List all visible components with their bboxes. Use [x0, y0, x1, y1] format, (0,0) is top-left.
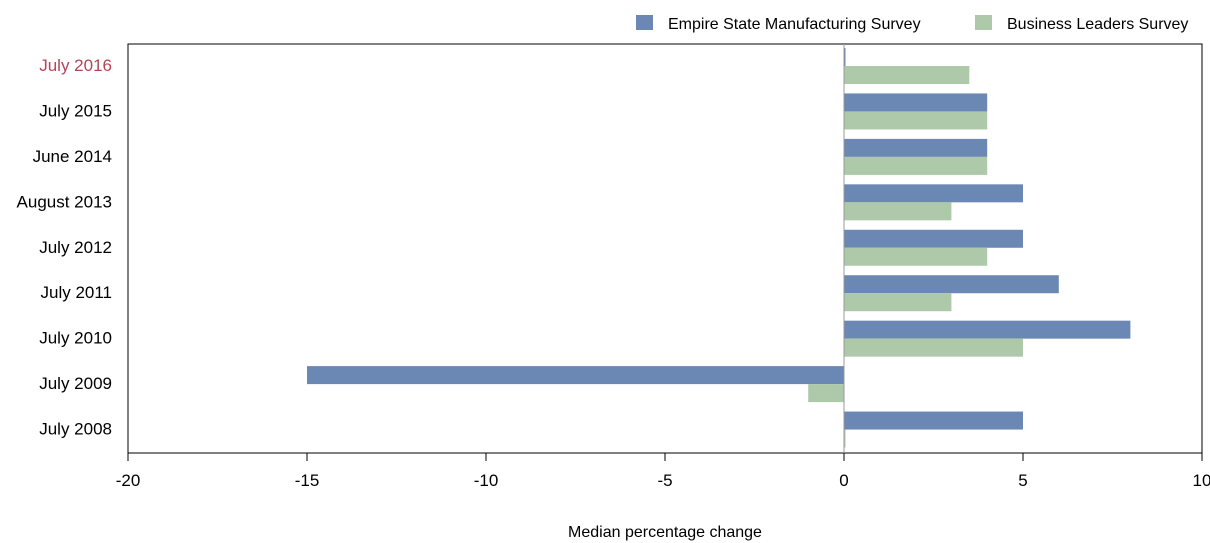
x-tick-label: -20	[116, 471, 141, 490]
legend-label-empire: Empire State Manufacturing Survey	[668, 16, 921, 33]
bars-group	[307, 48, 1131, 448]
x-tick-label: -5	[657, 471, 672, 490]
category-label: June 2014	[33, 147, 112, 166]
bar-empire-july-2008	[844, 411, 1023, 430]
x-axis: -20 -15 -10 -5 0 5 10	[116, 453, 1210, 490]
bar-business-july-2008	[844, 429, 846, 448]
category-label: July 2011	[40, 283, 112, 302]
category-labels: July 2016 July 2015 June 2014 August 2013 Ju…	[17, 56, 112, 439]
bar-empire-august-2013	[844, 184, 1023, 203]
x-axis-title: Median percentage change	[568, 524, 762, 541]
bar-business-august-2013	[844, 202, 952, 221]
category-label: July 2008	[39, 420, 112, 439]
bar-business-july-2012	[844, 247, 988, 266]
legend-swatch-empire	[636, 15, 653, 30]
x-tick-label: 10	[1193, 471, 1210, 490]
bar-business-july-2015	[844, 111, 988, 130]
plot-frame	[127, 43, 1203, 454]
bar-empire-july-2009	[307, 366, 844, 385]
x-tick-label: 0	[839, 471, 848, 490]
bar-empire-july-2016	[844, 48, 846, 66]
category-label: August 2013	[17, 192, 112, 211]
x-tick-label: 5	[1018, 471, 1027, 490]
bar-business-july-2009	[808, 384, 844, 403]
bar-empire-june-2014	[844, 138, 988, 157]
x-tick-label: -15	[295, 471, 320, 490]
legend-label-business: Business Leaders Survey	[1007, 16, 1188, 33]
legend-swatch-business	[975, 15, 992, 30]
bar-business-july-2010	[844, 338, 1023, 357]
category-label: July 2015	[39, 101, 112, 120]
x-tick-label: -10	[474, 471, 499, 490]
bar-business-june-2014	[844, 156, 988, 175]
bar-business-july-2016	[844, 66, 970, 84]
legend: Empire State Manufacturing Survey Busine…	[636, 15, 1188, 33]
category-label: July 2012	[39, 238, 112, 257]
category-label: July 2010	[39, 329, 112, 348]
category-label: July 2016	[39, 56, 112, 75]
bar-empire-july-2011	[844, 275, 1059, 294]
bar-business-july-2011	[844, 293, 952, 312]
bar-empire-july-2012	[844, 229, 1023, 248]
bar-empire-july-2010	[844, 320, 1131, 339]
bar-empire-july-2015	[844, 93, 988, 112]
category-label: July 2009	[39, 374, 112, 393]
